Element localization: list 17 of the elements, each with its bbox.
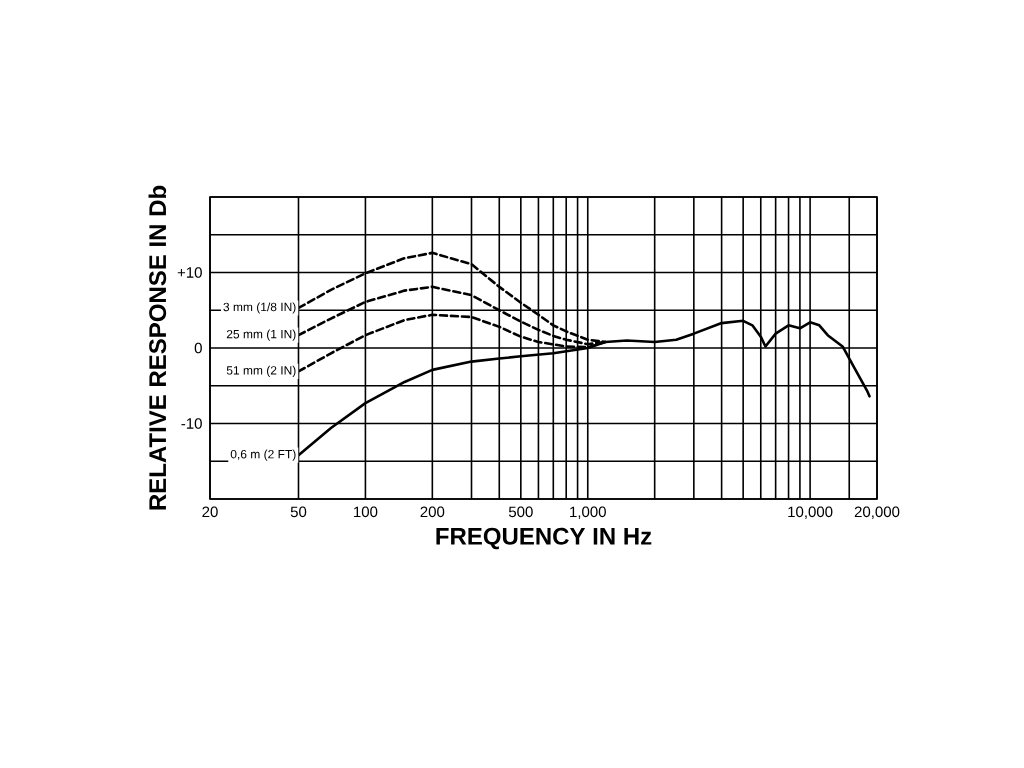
series-label: 0,6 m (2 FT) — [230, 449, 296, 461]
x-tick-label: 1,000 — [570, 506, 606, 519]
x-tick-label: 50 — [290, 506, 307, 518]
x-tick-label: 20,000 — [854, 506, 900, 519]
y-axis-title: RELATIVE RESPONSE IN Db — [148, 185, 167, 510]
x-tick-label: 100 — [354, 506, 378, 518]
x-tick-label: 20 — [202, 506, 218, 518]
series-label: 3 mm (1/8 IN) — [223, 302, 296, 314]
y-tick-label: +10 — [177, 267, 202, 278]
x-tick-label: 10,000 — [788, 506, 833, 519]
series-label: 25 mm (1 IN) — [226, 329, 296, 341]
series-label: 51 mm (2 IN) — [226, 365, 296, 377]
x-axis-title: FREQUENCY IN Hz — [436, 527, 652, 550]
y-tick-label: -10 — [181, 418, 202, 429]
x-tick-label: 500 — [508, 506, 533, 518]
y-tick-label: 0 — [194, 342, 202, 354]
x-tick-label: 200 — [420, 506, 445, 518]
